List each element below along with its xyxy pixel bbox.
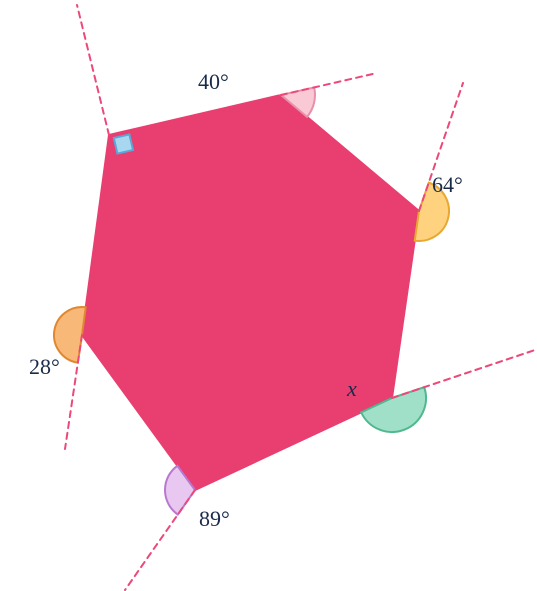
angle-label-40: 40° bbox=[198, 69, 229, 95]
extension-line bbox=[392, 350, 535, 398]
extension-line bbox=[77, 5, 109, 135]
angle-label-x: x bbox=[347, 376, 357, 402]
angle-label-28: 28° bbox=[29, 354, 60, 380]
right-angle-marker bbox=[114, 134, 133, 153]
angle-label-89: 89° bbox=[199, 506, 230, 532]
extension-line bbox=[281, 73, 377, 95]
angle-label-64: 64° bbox=[432, 172, 463, 198]
hexagon bbox=[82, 95, 419, 490]
